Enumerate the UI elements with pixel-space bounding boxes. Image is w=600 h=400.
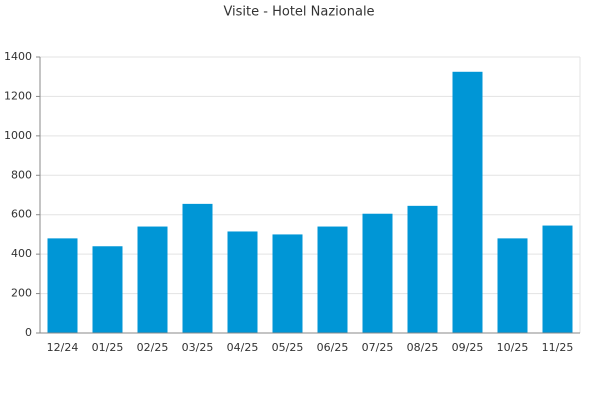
x-tick-label: 07/25: [362, 341, 394, 354]
x-tick-label: 12/24: [47, 341, 79, 354]
x-tick-label: 02/25: [137, 341, 169, 354]
bar: [92, 246, 123, 333]
bar: [362, 213, 393, 333]
x-tick-label: 03/25: [182, 341, 214, 354]
bar: [497, 238, 528, 333]
bar: [542, 225, 573, 333]
x-tick-label: 08/25: [407, 341, 439, 354]
y-tick-label: 200: [11, 287, 32, 300]
y-tick-label: 0: [25, 326, 32, 339]
bar: [452, 71, 483, 334]
y-tick-label: 1000: [4, 129, 32, 142]
x-tick-label: 04/25: [227, 341, 259, 354]
bar: [182, 203, 213, 333]
bar: [227, 231, 258, 333]
x-tick-label: 09/25: [452, 341, 484, 354]
y-tick-label: 400: [11, 247, 32, 260]
y-tick-label: 800: [11, 168, 32, 181]
bar: [137, 226, 168, 333]
bar: [407, 205, 438, 333]
x-tick-label: 01/25: [92, 341, 124, 354]
y-tick-label: 1200: [4, 89, 32, 102]
y-tick-label: 600: [11, 208, 32, 221]
y-tick-label: 1400: [4, 50, 32, 63]
bar: [317, 226, 348, 333]
x-tick-label: 11/25: [542, 341, 574, 354]
x-tick-label: 05/25: [272, 341, 304, 354]
x-tick-label: 10/25: [497, 341, 529, 354]
x-tick-label: 06/25: [317, 341, 349, 354]
chart-title: Visite - Hotel Nazionale: [223, 5, 374, 20]
bar: [272, 234, 303, 333]
bar: [47, 238, 78, 333]
